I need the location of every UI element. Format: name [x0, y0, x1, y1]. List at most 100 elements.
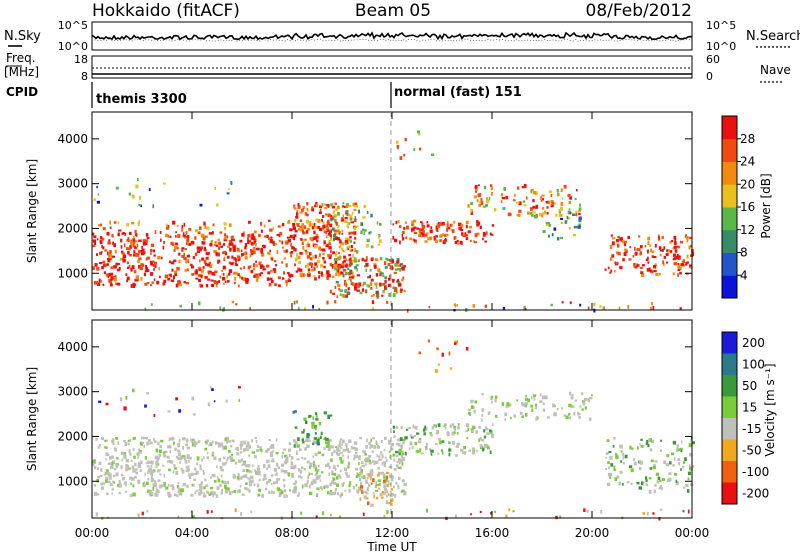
range-cell — [685, 483, 689, 488]
range-cell — [446, 432, 450, 437]
range-cell — [453, 236, 457, 240]
range-cell — [584, 397, 588, 401]
range-cell — [297, 206, 301, 209]
range-cell — [335, 208, 338, 211]
range-cell — [469, 239, 472, 242]
range-cell — [113, 243, 116, 248]
range-cell — [111, 462, 114, 466]
range-cell — [226, 274, 228, 279]
range-cell — [618, 481, 621, 486]
range-cell — [144, 239, 148, 243]
range-cell — [388, 293, 392, 297]
range-cell — [535, 416, 538, 421]
range-cell — [344, 489, 347, 492]
range-cell — [106, 471, 109, 476]
range-cell — [211, 440, 214, 444]
range-cell — [334, 491, 337, 495]
range-cell — [306, 207, 309, 212]
range-cell — [178, 409, 181, 413]
sky-series — [91, 31, 693, 42]
range-cell — [331, 452, 334, 456]
range-cell — [98, 461, 102, 466]
range-cell — [579, 303, 582, 307]
range-cell — [150, 478, 154, 483]
range-cell — [256, 449, 260, 453]
range-cell — [578, 413, 581, 416]
range-cell — [175, 455, 179, 459]
range-cell — [111, 492, 114, 495]
range-cell — [651, 250, 655, 254]
range-cell — [673, 457, 676, 461]
range-cell — [357, 490, 360, 494]
range-cell — [207, 270, 210, 274]
range-cell — [143, 444, 146, 448]
range-cell — [146, 269, 150, 273]
range-cell — [243, 265, 246, 270]
range-cell — [470, 430, 474, 433]
range-cell — [420, 231, 423, 235]
range-cell — [483, 185, 487, 190]
range-cell — [186, 438, 189, 443]
range-cell — [451, 431, 455, 436]
range-cell — [323, 411, 327, 415]
range-cell — [384, 456, 387, 459]
range-cell — [235, 258, 238, 262]
range-cell — [228, 272, 231, 276]
range-cell — [229, 240, 232, 243]
range-cell — [106, 232, 110, 236]
range-cell — [295, 270, 299, 273]
range-cell — [231, 459, 235, 462]
freq-panel-frame — [91, 55, 693, 79]
range-cell — [112, 241, 114, 245]
range-cell — [178, 438, 181, 443]
range-cell — [150, 491, 154, 495]
range-cell — [484, 232, 487, 236]
range-cell — [366, 243, 369, 248]
range-cell — [297, 475, 301, 478]
range-cell — [206, 439, 209, 442]
range-cell — [470, 208, 473, 213]
range-cell — [285, 263, 288, 268]
range-cell — [248, 470, 251, 473]
range-cell — [208, 493, 212, 496]
range-cell — [347, 455, 349, 459]
range-cell — [198, 491, 202, 496]
range-cell — [323, 242, 327, 246]
range-cell — [153, 261, 157, 265]
range-cell — [257, 464, 260, 468]
range-cell — [220, 245, 224, 248]
range-cell — [614, 477, 618, 481]
range-cell — [640, 438, 643, 441]
range-cell — [200, 483, 203, 486]
range-cell — [380, 272, 384, 275]
range-cell — [238, 459, 242, 463]
range-cell — [671, 452, 675, 456]
range-cell — [370, 213, 373, 218]
range-cell — [306, 255, 311, 259]
range-cell — [336, 295, 339, 298]
range-cell — [578, 219, 582, 223]
range-cell — [420, 228, 424, 232]
range-cell — [227, 456, 229, 460]
range-cell — [171, 486, 175, 491]
range-cell — [247, 240, 250, 244]
range-cell — [231, 238, 235, 242]
range-cell — [653, 489, 656, 493]
range-cell — [366, 457, 370, 460]
range-cell — [302, 441, 305, 444]
range-cell — [371, 300, 375, 305]
range-cell — [313, 275, 316, 278]
range-cell — [292, 234, 295, 239]
range-cell — [275, 452, 279, 455]
range-cell — [288, 448, 291, 452]
range-cell — [651, 302, 654, 306]
range-cell — [339, 457, 343, 461]
range-cell — [325, 484, 329, 489]
colorbar-segment — [722, 439, 737, 462]
range-cell — [514, 194, 516, 197]
range-cell — [158, 267, 161, 271]
range-cell — [396, 260, 400, 264]
range-cell — [303, 225, 307, 229]
range-cell — [387, 493, 390, 496]
range-cell — [280, 489, 283, 492]
